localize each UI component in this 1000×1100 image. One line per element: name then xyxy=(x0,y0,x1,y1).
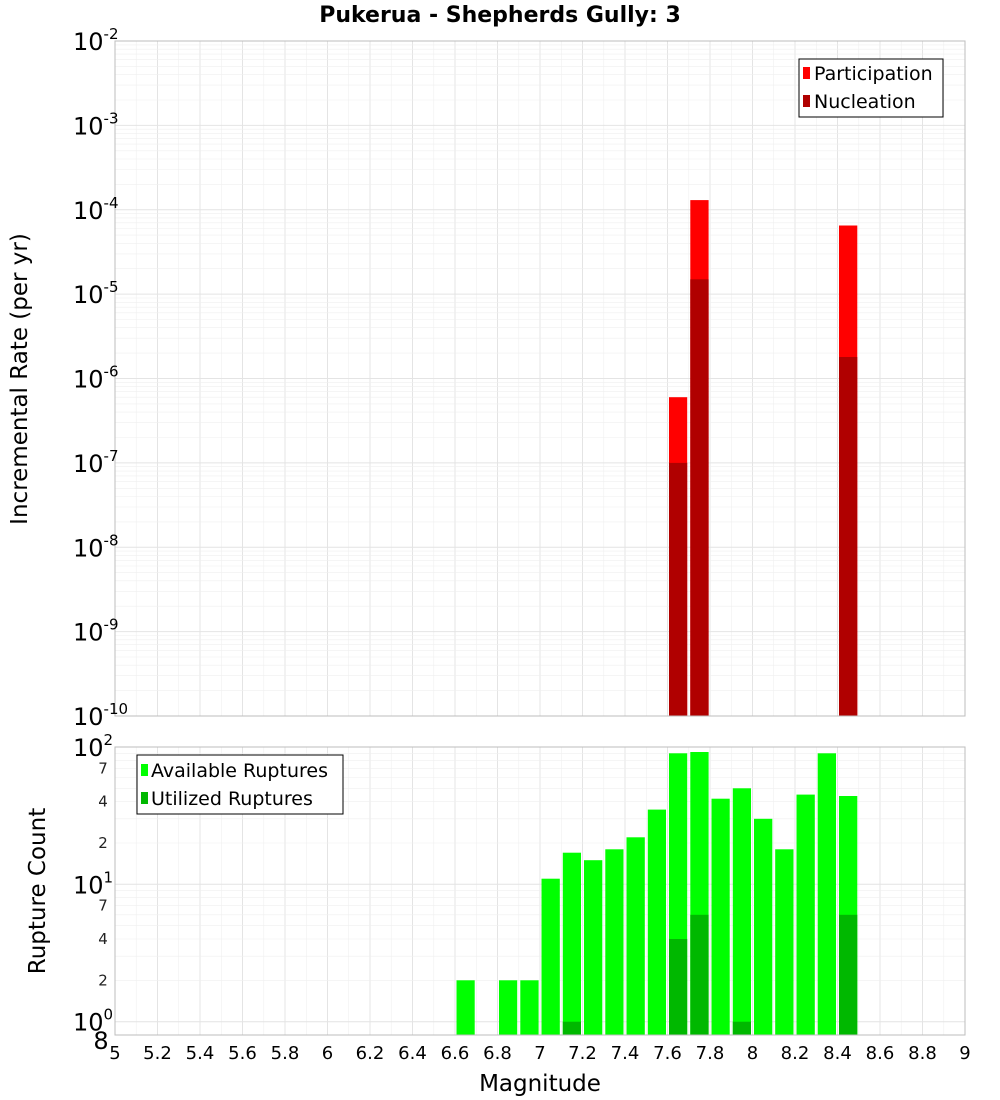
legend-swatch-utilized xyxy=(141,792,148,804)
bottom-bar-available-ruptures xyxy=(711,798,730,1035)
top-panel-grid xyxy=(114,41,966,717)
x-tick-label: 7.4 xyxy=(611,1043,640,1064)
x-tick-labels: 5 5.2 5.4 5.6 5.8 6 6.2 6.4 6.6 6.8 7 7.2 7.4 7.6 7.8 8… xyxy=(109,1043,970,1064)
x-tick-label: 7.6 xyxy=(653,1043,682,1064)
x-tick-label: 6.8 xyxy=(483,1043,512,1064)
x-tick-label: 5.6 xyxy=(228,1043,257,1064)
x-tick-label: 7.2 xyxy=(568,1043,597,1064)
bottom-bar-utilized-ruptures xyxy=(732,1021,751,1035)
x-axis-label: Magnitude xyxy=(479,1071,601,1097)
legend-label-nucleation: Nucleation xyxy=(814,91,916,113)
top-bar-nucleation xyxy=(839,357,858,716)
top-panel-frame xyxy=(114,40,966,717)
bottom-bar-available-ruptures xyxy=(584,860,603,1035)
top-bar-nucleation xyxy=(669,462,688,716)
bottom-y-axis-label: Rupture Count xyxy=(25,808,51,974)
x-tick-label: 8.4 xyxy=(823,1043,852,1064)
top-y-tick-label: 10-4 xyxy=(73,194,119,225)
bottom-bar-available-ruptures xyxy=(605,849,624,1035)
bottom-bar-available-ruptures xyxy=(817,753,836,1035)
bottom-bar-available-ruptures xyxy=(499,980,518,1035)
bottom-bar-available-ruptures xyxy=(754,818,773,1035)
bottom-y-tick-label: 102 xyxy=(73,731,113,762)
x-tick-label: 5.2 xyxy=(143,1043,172,1064)
bottom-bar-utilized-ruptures xyxy=(669,939,688,1035)
legend-label-participation: Participation xyxy=(814,63,933,85)
legend-swatch-participation xyxy=(803,67,810,79)
x-tick-label: 8.8 xyxy=(908,1043,937,1064)
top-panel-bars xyxy=(669,200,858,717)
bottom-bar-available-ruptures xyxy=(520,980,539,1035)
x-tick-label: 8 xyxy=(747,1043,758,1064)
legend-swatch-available xyxy=(141,764,148,776)
top-y-tick-label: 10-6 xyxy=(73,363,119,394)
legend-label-available: Available Ruptures xyxy=(151,760,328,782)
top-legend-box xyxy=(798,58,944,118)
bottom-bar-utilized-ruptures xyxy=(690,914,709,1035)
top-y-axis-label: Incremental Rate (per yr) xyxy=(7,233,33,525)
chart-title: Pukerua - Shepherds Gully: 3 xyxy=(319,3,681,28)
bottom-panel-frame xyxy=(114,746,966,1036)
top-y-tick-label: 10-3 xyxy=(73,109,119,140)
top-y-tick-label: 10-9 xyxy=(73,616,119,647)
x-tick-label: 9 xyxy=(959,1043,970,1064)
bottom-y-minor-tick-label: 4 xyxy=(98,930,108,948)
bottom-bar-utilized-ruptures xyxy=(562,1021,581,1035)
x-tick-label: 6 xyxy=(322,1043,333,1064)
x-tick-label: 6.4 xyxy=(398,1043,427,1064)
bottom-bar-available-ruptures xyxy=(647,809,666,1035)
bottom-y-minor-tick-label: 4 xyxy=(98,793,108,811)
x-tick-label: 7.8 xyxy=(696,1043,725,1064)
bottom-y-tick-labels: 102 101 100 7 4 2 7 4 2 8 xyxy=(73,731,113,1055)
bottom-legend-box xyxy=(136,754,344,815)
legend-label-utilized: Utilized Ruptures xyxy=(151,788,313,810)
top-y-tick-labels: 10-2 10-3 10-4 10-5 10-6 10-7 10-8 10-9 10-10 xyxy=(73,25,128,731)
legend-swatch-nucleation xyxy=(803,95,810,107)
bottom-bar-available-ruptures xyxy=(796,794,815,1035)
bottom-bar-available-ruptures xyxy=(732,788,751,1035)
bottom-y-floor-label: 8 xyxy=(93,1027,108,1055)
top-y-tick-label: 10-7 xyxy=(73,447,119,478)
top-legend: Participation Nucleation xyxy=(798,58,944,118)
bottom-bar-available-ruptures xyxy=(775,849,794,1035)
x-tick-label: 5.4 xyxy=(186,1043,215,1064)
top-bar-nucleation xyxy=(690,279,709,716)
x-tick-label: 5 xyxy=(109,1043,120,1064)
x-tick-label: 7 xyxy=(534,1043,545,1064)
top-y-tick-label: 10-2 xyxy=(73,25,119,56)
x-tick-label: 6.2 xyxy=(356,1043,385,1064)
x-tick-label: 8.6 xyxy=(866,1043,895,1064)
top-y-tick-label: 10-8 xyxy=(73,531,119,562)
x-tick-label: 8.2 xyxy=(781,1043,810,1064)
bottom-y-minor-tick-label: 7 xyxy=(98,759,108,777)
x-tick-label: 6.6 xyxy=(441,1043,470,1064)
bottom-bar-available-ruptures xyxy=(456,980,475,1035)
bottom-y-tick-label: 100 xyxy=(73,1006,113,1037)
top-y-tick-label: 10-10 xyxy=(73,700,128,731)
bottom-y-tick-label: 101 xyxy=(73,868,113,899)
top-y-tick-label: 10-5 xyxy=(73,278,119,309)
bottom-y-minor-tick-label: 2 xyxy=(98,971,108,989)
bottom-bar-available-ruptures xyxy=(541,878,560,1035)
x-tick-label: 5.8 xyxy=(271,1043,300,1064)
bottom-y-minor-tick-label: 2 xyxy=(98,834,108,852)
bottom-panel-bars xyxy=(456,752,858,1035)
bottom-y-minor-tick-label: 7 xyxy=(98,897,108,915)
bottom-bar-utilized-ruptures xyxy=(839,914,858,1035)
bottom-legend: Available Ruptures Utilized Ruptures xyxy=(136,754,344,815)
bottom-bar-available-ruptures xyxy=(562,852,581,1035)
bottom-bar-available-ruptures xyxy=(626,837,645,1035)
